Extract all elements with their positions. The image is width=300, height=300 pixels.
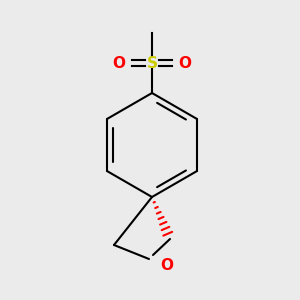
Text: S: S [146,56,158,70]
Text: O: O [178,56,191,70]
Text: O: O [112,56,125,70]
Text: O: O [160,257,173,272]
